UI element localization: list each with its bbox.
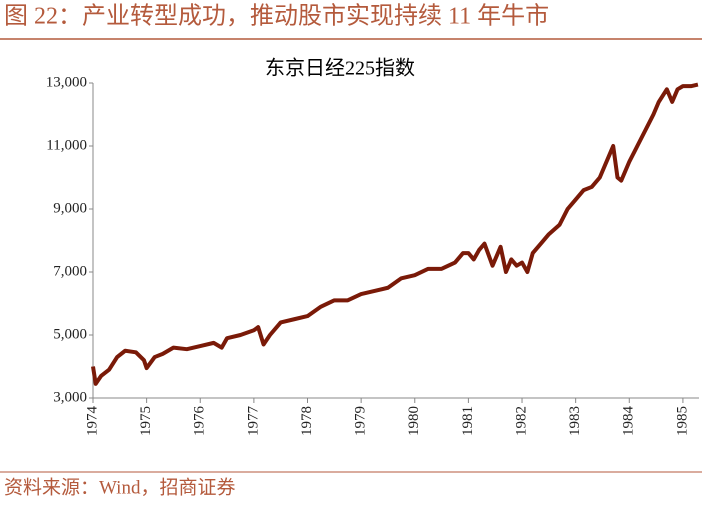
x-tick-label: 1979	[353, 406, 369, 436]
y-tick-label: 5,000	[53, 326, 87, 342]
x-tick-label: 1985	[674, 406, 690, 436]
x-tick-label: 1984	[621, 406, 637, 437]
x-tick-label: 1977	[245, 406, 261, 437]
chart-title: 东京日经225指数	[265, 57, 415, 80]
x-tick-label: 1978	[299, 406, 315, 436]
y-tick-label: 3,000	[53, 389, 87, 405]
line-series	[91, 82, 699, 386]
x-tick-label: 1983	[567, 406, 583, 436]
x-tick-label: 1982	[513, 406, 529, 436]
source-note: 资料来源：Wind，招商证券	[4, 476, 235, 498]
y-tick-label: 13,000	[46, 74, 87, 90]
x-tick-label: 1975	[138, 406, 154, 436]
y-tick-label: 11,000	[46, 137, 87, 153]
x-tick-label: 1980	[406, 406, 422, 436]
x-tick-label: 1976	[192, 406, 208, 437]
y-tick-label: 9,000	[53, 200, 87, 216]
x-tick-label: 1974	[84, 406, 100, 437]
figure-title: 图 22：产业转型成功，推动股市实现持续 11 年牛市	[4, 3, 549, 30]
x-tick-label: 1981	[460, 406, 476, 436]
y-tick-label: 7,000	[53, 263, 87, 279]
